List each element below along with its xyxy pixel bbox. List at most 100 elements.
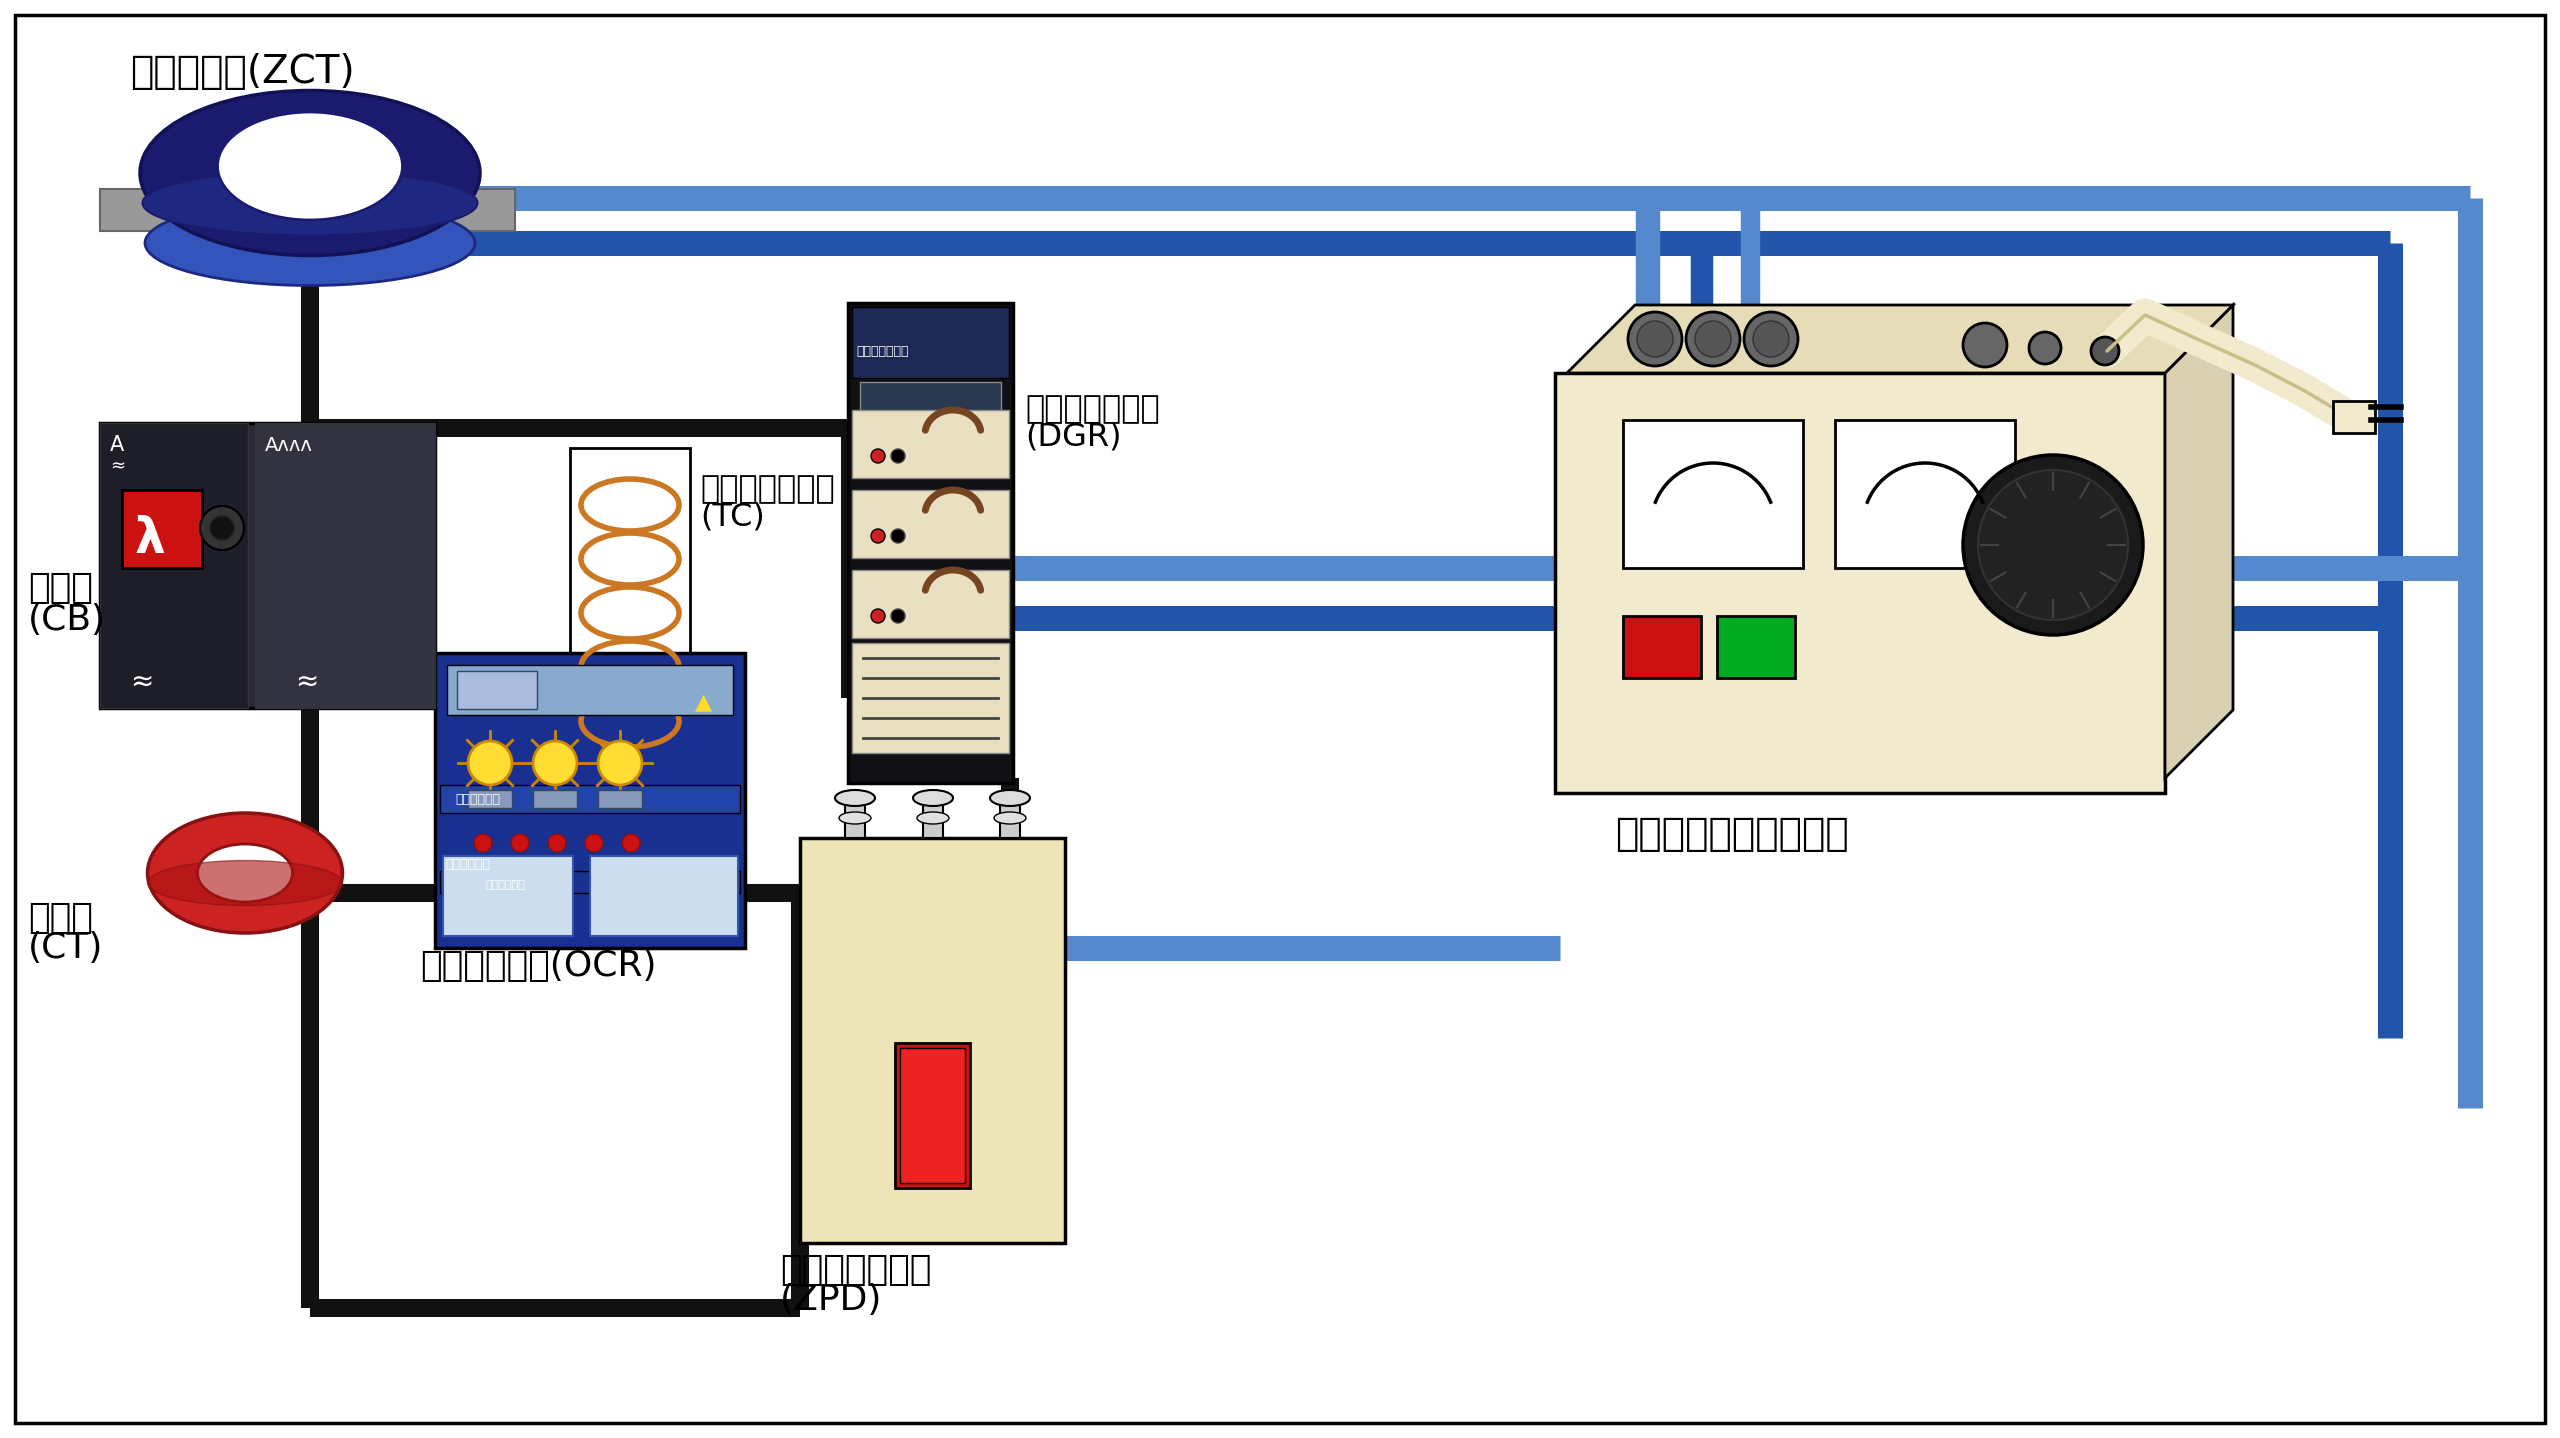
Bar [799, 838, 1065, 1242]
Circle shape [532, 741, 576, 785]
Text: (ZPD): (ZPD) [781, 1283, 883, 1317]
Circle shape [1964, 324, 2007, 367]
Bar [1623, 420, 1802, 568]
Bar [852, 410, 1009, 477]
Text: トリップコイル: トリップコイル [699, 475, 835, 505]
Circle shape [599, 741, 643, 785]
Text: ≈: ≈ [294, 669, 317, 696]
Text: ≈: ≈ [110, 457, 125, 475]
Circle shape [2092, 336, 2120, 365]
Bar [1718, 615, 1795, 677]
Text: 地絡方向継電器: 地絡方向継電器 [855, 345, 909, 358]
Text: 遮断器: 遮断器 [28, 571, 92, 605]
Circle shape [1695, 321, 1731, 357]
Circle shape [512, 834, 530, 851]
Bar [443, 856, 573, 936]
Bar [256, 423, 435, 707]
Text: 過電流継電器: 過電流継電器 [445, 858, 489, 871]
Circle shape [870, 610, 886, 623]
Bar [174, 833, 210, 907]
Text: 過電流継電器(OCR): 過電流継電器(OCR) [420, 949, 655, 984]
Text: Aʌʌʌ: Aʌʌʌ [266, 436, 312, 454]
Bar [123, 490, 202, 568]
Bar [852, 306, 1009, 378]
Bar [100, 188, 230, 232]
Ellipse shape [148, 860, 343, 906]
Text: ≈: ≈ [131, 669, 154, 696]
Circle shape [586, 834, 604, 851]
Bar [458, 672, 538, 709]
Polygon shape [1567, 305, 2232, 372]
Bar [845, 798, 865, 838]
Bar [847, 303, 1014, 784]
Circle shape [1743, 312, 1797, 367]
Bar [896, 1043, 970, 1188]
Text: 地絡方向継電器試験器: 地絡方向継電器試験器 [1615, 815, 1848, 853]
Text: A: A [110, 436, 125, 454]
Text: 零相電圧検出器: 零相電圧検出器 [781, 1252, 932, 1287]
Circle shape [548, 834, 566, 851]
Ellipse shape [146, 200, 476, 286]
Text: λ: λ [136, 515, 166, 564]
Circle shape [891, 449, 906, 463]
Text: 変流器: 変流器 [28, 902, 92, 935]
Bar [468, 789, 512, 808]
Polygon shape [2166, 305, 2232, 778]
Circle shape [1964, 454, 2143, 636]
Ellipse shape [914, 789, 952, 807]
Text: (CB): (CB) [28, 603, 105, 637]
Ellipse shape [840, 812, 870, 824]
Bar [852, 643, 1009, 754]
Ellipse shape [148, 812, 343, 933]
Bar [1554, 372, 2166, 792]
Bar [384, 188, 515, 232]
Circle shape [870, 449, 886, 463]
Bar [100, 423, 435, 707]
Ellipse shape [141, 91, 481, 256]
Bar [440, 785, 740, 812]
Bar [589, 856, 737, 936]
Bar [100, 423, 248, 707]
Bar [532, 789, 576, 808]
Text: 過電流継電器: 過電流継電器 [484, 880, 525, 890]
Circle shape [1754, 321, 1789, 357]
Circle shape [891, 610, 906, 623]
Bar [435, 653, 745, 948]
Ellipse shape [143, 171, 479, 236]
Text: 零相変流器(ZCT): 零相変流器(ZCT) [131, 53, 356, 91]
Circle shape [1979, 470, 2127, 620]
Ellipse shape [218, 112, 402, 220]
Text: 過電流継電器: 過電流継電器 [456, 792, 499, 807]
Circle shape [474, 834, 492, 851]
Circle shape [210, 516, 233, 541]
Bar [901, 1048, 965, 1183]
Circle shape [1628, 312, 1682, 367]
Ellipse shape [835, 789, 876, 807]
Bar [599, 789, 643, 808]
Bar [1836, 420, 2015, 568]
Bar [1001, 798, 1019, 838]
Circle shape [1687, 312, 1741, 367]
Bar [2332, 401, 2376, 433]
Ellipse shape [991, 789, 1029, 807]
Ellipse shape [916, 812, 950, 824]
Circle shape [870, 529, 886, 544]
Circle shape [1636, 321, 1674, 357]
Bar [279, 833, 315, 907]
Bar [852, 569, 1009, 638]
Bar [860, 383, 1001, 418]
Bar [571, 449, 691, 778]
Circle shape [891, 529, 906, 544]
Ellipse shape [993, 812, 1027, 824]
Circle shape [468, 741, 512, 785]
Circle shape [2030, 332, 2061, 364]
Bar [924, 798, 942, 838]
Ellipse shape [197, 844, 292, 902]
Bar [448, 664, 732, 715]
Text: 地絡方向継電器: 地絡方向継電器 [1024, 394, 1160, 426]
Circle shape [200, 506, 243, 549]
Bar [852, 490, 1009, 558]
Bar [440, 871, 740, 893]
Text: (DGR): (DGR) [1024, 421, 1121, 453]
Bar [1623, 615, 1700, 677]
